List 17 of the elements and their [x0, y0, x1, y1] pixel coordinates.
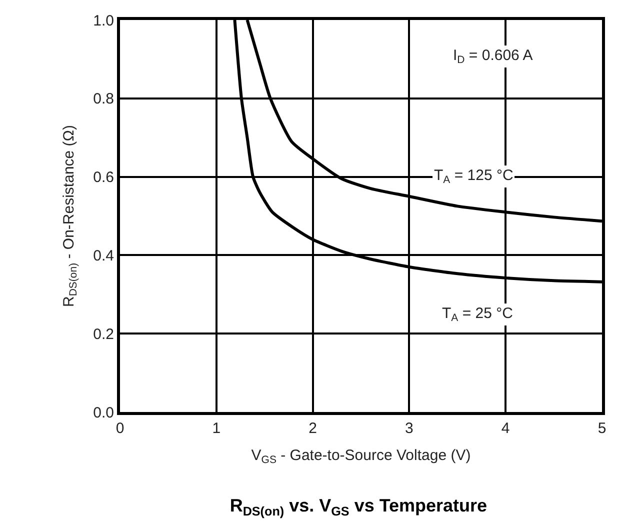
- y-tick-label: 0.2: [93, 326, 114, 343]
- x-axis-title: V$_{GS}$ - Gate-to-Source Voltage (V): [251, 447, 471, 466]
- y-tick-label: 0.8: [93, 90, 114, 108]
- x-tick-label: 4: [501, 420, 510, 437]
- x-tick-label: 5: [598, 420, 606, 437]
- x-tick-label: 2: [308, 420, 317, 437]
- y-tick-label: 1.0: [93, 12, 114, 30]
- x-tick-label: 1: [212, 420, 221, 437]
- series-label: T$_{A}$ = 25 °C: [442, 305, 514, 324]
- text: R$_{DS(on)}$ vs. V$_{GS}$ vs Temperature: [230, 496, 488, 518]
- y-tick-label: 0.4: [93, 247, 114, 264]
- series-label: T$_{A}$ = 125 °C: [434, 167, 514, 186]
- x-tick-label: 3: [405, 420, 414, 437]
- y-tick-label: 0.0: [93, 404, 114, 422]
- x-tick-label: 0: [116, 420, 124, 437]
- annotation: I$_{D}$ = 0.606 A: [453, 47, 533, 66]
- y-tick-label: 0.6: [93, 169, 114, 186]
